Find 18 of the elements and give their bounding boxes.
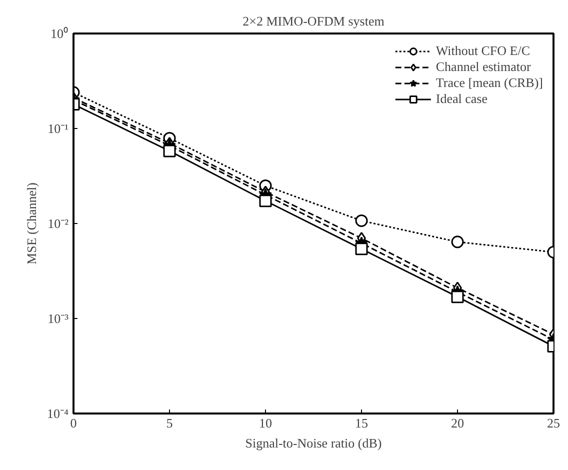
y-axis-title: MSE (Channel)	[24, 182, 39, 264]
x-tick-label: 25	[547, 416, 560, 430]
y-tick-label: 10⁻²	[48, 216, 69, 231]
x-tick-label: 15	[355, 416, 368, 430]
y-tick-label: 10⁻⁴	[46, 406, 69, 421]
x-tick-label: 20	[451, 416, 464, 430]
legend-label: Without CFO E/C	[436, 43, 530, 59]
legend-label: Trace [mean (CRB)]	[436, 75, 543, 91]
x-tick-label: 0	[70, 416, 77, 430]
y-tick-label: 10⁻³	[48, 311, 69, 326]
x-tick-label: 10	[259, 416, 272, 430]
y-tick-label: 10⁰	[50, 26, 68, 41]
legend-label: Ideal case	[436, 91, 488, 107]
x-axis-title: Signal-to-Noise ratio (dB)	[245, 436, 382, 450]
y-tick-label: 10⁻¹	[48, 121, 69, 136]
chart-title: 2×2 MIMO-OFDM system	[242, 14, 384, 28]
legend-label: Channel estimator	[436, 59, 531, 75]
x-tick-label: 5	[166, 416, 173, 430]
